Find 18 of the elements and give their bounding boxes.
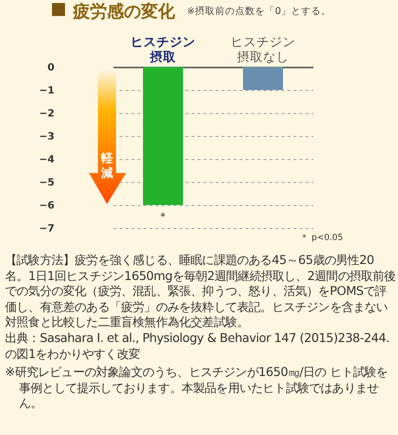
chart-title: 疲労感の変化 [73, 2, 175, 22]
text: ※研究レビューの対象論文のうち、ヒスチジンが1650㎎/日の ヒト試験を事例として提示しております。本製品を用いたヒト試験ではありません。 [5, 365, 389, 412]
y-tick-label: −5 [39, 178, 55, 188]
y-tick-label: −1 [39, 86, 55, 96]
text: 【試験方法】疲労を強く感じる、睡眠に課題のある45～65歳の男性20名。1日1回ヒスチジン1650mgを毎朝2週間継続摂取し、2週間の摂取前後での気分の変化（疲労、混乱、緊張、抑うつ、怒り、活気）をPOMSで評価し、有意差のある「疲労」のみを抜粋して表記。ヒスチジンを含まない対照食と比較した二重盲検無作為化交差試験。 [5, 253, 397, 331]
source-note: 出典：Sasahara I. et al., Physiology & Behavior 147 (2015)238-244.の図1をわかりやすく改変 [5, 330, 390, 362]
y-tick-label: −3 [39, 132, 55, 142]
x-tick-label: ヒスチジン摂取 [130, 34, 196, 64]
down-arrow-icon: 軽減 [89, 70, 126, 204]
text: ＊ p<0.05 [300, 232, 343, 244]
annotation: ＊ [158, 210, 168, 223]
y-tick-label: −6 [39, 200, 55, 212]
y-tick-label: −2 [39, 108, 55, 120]
chart-subtitle: ※摂取前の点数を「0」とする。 [187, 6, 332, 17]
y-tick-label: 0 [48, 62, 55, 74]
y-tick-label: −7 [39, 224, 55, 234]
x-tick-label: ヒスチジン摂取なし [230, 34, 296, 64]
y-tick-label: −4 [39, 154, 55, 166]
